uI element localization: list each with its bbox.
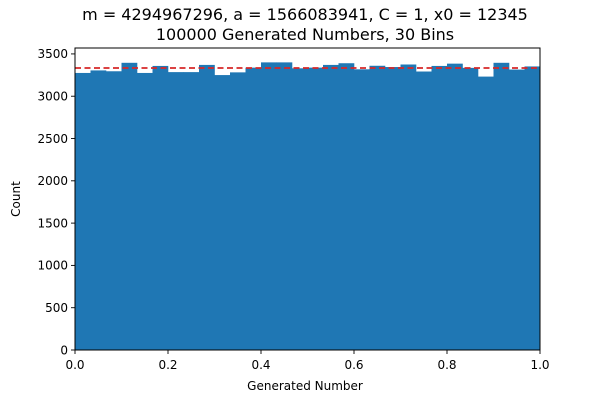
histogram-bar [136, 72, 153, 350]
x-tick-label: 0.0 [65, 358, 84, 372]
histogram-bar [369, 65, 386, 350]
y-tick-label: 1500 [37, 216, 68, 230]
histogram-bar [400, 64, 417, 351]
histogram-bar [75, 72, 91, 350]
histogram-bar [477, 76, 494, 351]
y-axis-ticks: 0 500 1000 1500 2000 2500 3000 3500 [37, 47, 75, 357]
histogram-bar [524, 66, 541, 350]
histogram-bar [198, 64, 215, 351]
y-tick-label: 0 [60, 343, 68, 357]
histogram-bar [338, 63, 355, 350]
histogram-bar [462, 67, 479, 351]
x-tick-label: 0.6 [344, 358, 363, 372]
x-axis-ticks: 0.0 0.2 0.4 0.6 0.8 1.0 [65, 350, 550, 372]
x-tick-label: 0.4 [251, 358, 270, 372]
histogram-bar [245, 67, 262, 351]
y-tick-label: 3500 [37, 47, 68, 61]
histogram-bar [431, 65, 448, 350]
histogram-bars [75, 62, 541, 351]
histogram-bar [90, 70, 107, 351]
histogram-bar [167, 72, 184, 350]
chart-subtitle: 100000 Generated Numbers, 30 Bins [156, 25, 454, 44]
x-tick-label: 1.0 [530, 358, 549, 372]
histogram-bar [260, 62, 277, 350]
histogram-bar [384, 67, 401, 350]
histogram-bar [229, 72, 246, 350]
y-axis-label: Count [9, 181, 23, 217]
histogram-bar [121, 62, 138, 350]
y-tick-label: 2000 [37, 174, 68, 188]
y-tick-label: 500 [45, 301, 68, 315]
histogram-bar [493, 62, 510, 350]
x-tick-label: 0.8 [437, 358, 456, 372]
y-tick-label: 3000 [37, 90, 68, 104]
histogram-bar [183, 72, 200, 350]
x-axis-label: Generated Number [247, 379, 363, 393]
histogram-bar [291, 68, 308, 350]
histogram-bar [353, 69, 370, 350]
y-tick-label: 2500 [37, 132, 68, 146]
histogram-bar [105, 71, 122, 350]
histogram-bar [152, 65, 169, 350]
histogram-bar [415, 71, 432, 350]
histogram-bar [214, 75, 231, 350]
plot-frame [74, 47, 541, 351]
histogram-bar [307, 67, 324, 351]
y-tick-label: 1000 [37, 259, 68, 273]
chart-title: m = 4294967296, a = 1566083941, C = 1, x… [82, 5, 528, 24]
histogram-bar [276, 62, 293, 350]
histogram-bar [322, 64, 339, 351]
x-tick-label: 0.2 [158, 358, 177, 372]
histogram-bar [446, 63, 463, 350]
histogram-bar [508, 69, 525, 351]
